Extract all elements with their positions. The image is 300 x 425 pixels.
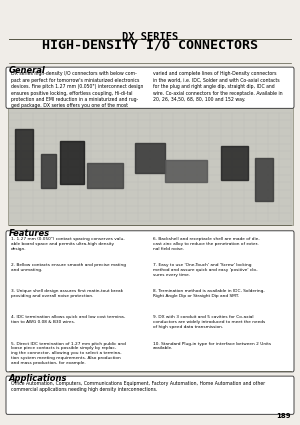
Bar — [135, 144, 165, 173]
Bar — [165, 161, 207, 182]
Text: 3. Unique shell design assures first matin-tout break
providing and overall nois: 3. Unique shell design assures first mat… — [11, 289, 123, 298]
Text: 189: 189 — [276, 413, 291, 419]
Text: HIGH-DENSITY I/O CONNECTORS: HIGH-DENSITY I/O CONNECTORS — [42, 38, 258, 51]
Text: 7. Easy to use 'One-Touch' and 'Screw' locking
method and assure quick and easy : 7. Easy to use 'One-Touch' and 'Screw' l… — [153, 263, 258, 277]
Bar — [87, 163, 123, 188]
Text: Features: Features — [9, 229, 50, 238]
FancyBboxPatch shape — [6, 231, 294, 372]
Text: 10. Standard Plug-in type for interface between 2 Units
available.: 10. Standard Plug-in type for interface … — [153, 342, 271, 350]
FancyBboxPatch shape — [6, 67, 294, 108]
Text: 4. IDC termination allows quick and low cost termina-
tion to AWG 0.08 & B30 wir: 4. IDC termination allows quick and low … — [11, 315, 125, 324]
Text: 6. Backshell and receptacle shell are made of die-
cast zinc alloy to reduce the: 6. Backshell and receptacle shell are ma… — [153, 237, 260, 251]
Text: Office Automation, Computers, Communications Equipment, Factory Automation, Home: Office Automation, Computers, Communicat… — [11, 381, 265, 392]
Text: 8. Termination method is available in IDC, Soldering,
Right Angle Dip or Straigh: 8. Termination method is available in ID… — [153, 289, 265, 298]
Text: DX SERIES: DX SERIES — [122, 32, 178, 42]
FancyBboxPatch shape — [8, 108, 292, 225]
Bar — [255, 159, 273, 201]
Text: 5. Direct IDC termination of 1.27 mm pitch public and
loose piece contacts is po: 5. Direct IDC termination of 1.27 mm pit… — [11, 342, 125, 365]
Text: 2. Bellow contacts ensure smooth and precise mating
and unmating.: 2. Bellow contacts ensure smooth and pre… — [11, 263, 125, 272]
Bar — [15, 129, 33, 180]
Text: varied and complete lines of High-Density connectors
in the world, i.e. IDC, Sol: varied and complete lines of High-Densit… — [153, 71, 283, 102]
Bar — [40, 154, 56, 188]
FancyBboxPatch shape — [6, 376, 294, 414]
Text: 9. DX with 3 conduit and 5 cavities for Co-axial
conductors are widely introduce: 9. DX with 3 conduit and 5 cavities for … — [153, 315, 265, 329]
Bar — [220, 146, 248, 180]
Text: 1. 1.27 mm (0.050") contact spacing conserves valu-
able board space and permits: 1. 1.27 mm (0.050") contact spacing cons… — [11, 237, 124, 251]
Text: Applications: Applications — [9, 374, 68, 383]
Text: DX series high-density I/O connectors with below com-
pact are perfect for tomor: DX series high-density I/O connectors wi… — [11, 71, 143, 108]
Bar — [60, 142, 84, 184]
Text: General: General — [9, 66, 46, 75]
